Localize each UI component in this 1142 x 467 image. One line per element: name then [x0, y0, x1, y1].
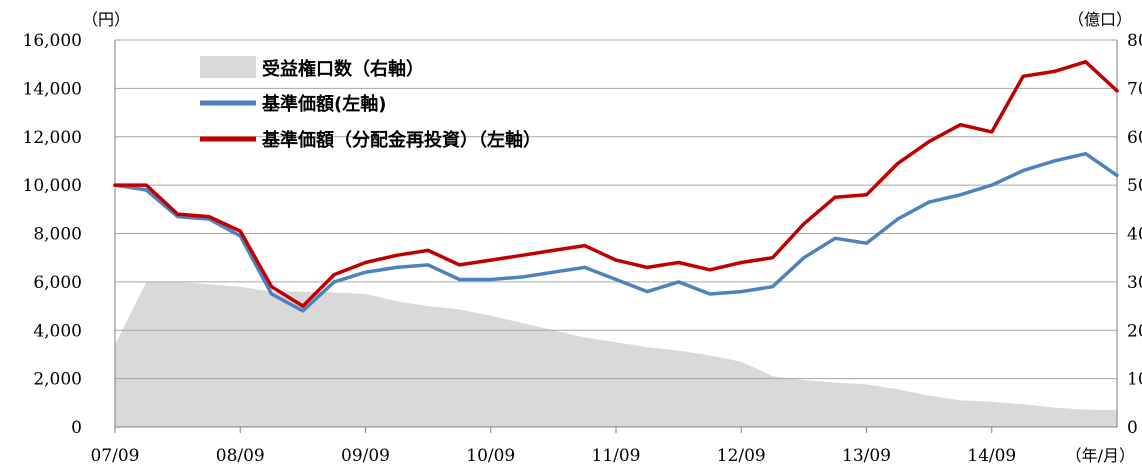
right-tick-label: 30	[1127, 273, 1142, 293]
legend-label: 基準価額(左軸)	[261, 93, 386, 115]
axis-layer	[114, 40, 1118, 433]
right-tick-label: 50	[1127, 176, 1142, 196]
right-tick-label: 40	[1127, 225, 1142, 245]
x-tick-label: 10/09	[466, 446, 515, 466]
right-axis-unit: （億口）	[1068, 10, 1132, 29]
x-tick-label: 09/09	[341, 446, 390, 466]
nav-line	[113, 151, 1119, 313]
left-tick-label: 0	[71, 418, 82, 438]
left-tick-label: 10,000	[23, 176, 82, 196]
left-axis-unit: （円）	[82, 10, 130, 29]
line-layer	[113, 60, 1119, 313]
area-layer	[115, 281, 1117, 427]
units-area	[115, 281, 1117, 427]
x-tick-label: 11/09	[592, 446, 641, 466]
right-tick-label: 80	[1127, 31, 1142, 51]
right-tick-label: 0	[1127, 418, 1138, 438]
grid-layer	[115, 39, 1117, 380]
left-tick-label: 14,000	[23, 79, 82, 99]
right-tick-label: 10	[1127, 370, 1142, 390]
legend-swatch-units	[200, 56, 256, 78]
x-tick-label: 08/09	[216, 446, 265, 466]
right-tick-label: 60	[1127, 128, 1142, 148]
right-tick-label: 20	[1127, 321, 1142, 341]
left-tick-label: 8,000	[33, 225, 82, 245]
legend-label: 受益権口数（右軸）	[262, 58, 424, 80]
left-tick-label: 6,000	[33, 273, 82, 293]
legend-label: 基準価額（分配金再投資）（左軸）	[261, 129, 541, 151]
x-tick-label: 12/09	[717, 446, 766, 466]
legend: 受益権口数（右軸） 基準価額(左軸) 基準価額（分配金再投資）（左軸）	[200, 56, 541, 151]
left-tick-label: 4,000	[33, 321, 82, 341]
left-tick-label: 2,000	[33, 370, 82, 390]
left-tick-label: 16,000	[23, 31, 82, 51]
x-tick-label: 14/09	[967, 446, 1016, 466]
left-tick-label: 12,000	[23, 128, 82, 148]
label-layer: 07/09 08/09 09/09 10/09 11/09 12/09 13/09 14/09…	[23, 10, 1142, 466]
x-tick-label: 07/09	[91, 446, 140, 466]
right-tick-label: 70	[1127, 79, 1142, 99]
x-tick-label: 13/09	[842, 446, 891, 466]
x-axis-unit: （年/月）	[1066, 446, 1135, 465]
nav-reinvested-line	[113, 60, 1119, 308]
